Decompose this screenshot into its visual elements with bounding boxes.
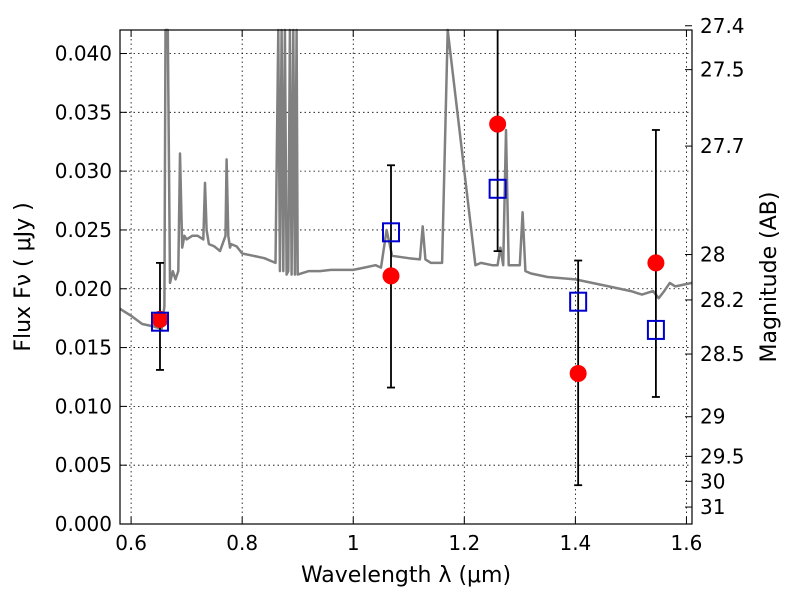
x-tick-label: 1 xyxy=(347,531,360,555)
y-tick-label: 0.020 xyxy=(55,277,112,301)
grid-lines xyxy=(120,30,692,525)
right-tick-label: 28.5 xyxy=(700,342,745,366)
y-tick-label: 0.040 xyxy=(55,42,112,66)
y-tick-label: 0.025 xyxy=(55,218,112,242)
x-tick-label: 0.6 xyxy=(115,531,147,555)
y-tick-label: 0.030 xyxy=(55,159,112,183)
x-tick-label: 1.4 xyxy=(559,531,591,555)
right-tick-label: 29.5 xyxy=(700,444,745,468)
right-tick-label: 31 xyxy=(700,495,725,519)
model-band-flux-square xyxy=(569,291,588,312)
x-tick-label: 1.6 xyxy=(671,531,703,555)
right-tick-label: 27.4 xyxy=(700,14,745,38)
right-tick-label: 27.7 xyxy=(700,134,745,158)
y-tick-label: 0.010 xyxy=(55,394,112,418)
model-band-flux-square xyxy=(150,311,169,332)
right-axis-label: Magnitude (AB) xyxy=(757,192,782,363)
right-tick-label: 30 xyxy=(700,469,725,493)
observed-flux-point xyxy=(569,364,587,382)
model-band-flux-square xyxy=(382,222,401,243)
plot-series xyxy=(119,28,693,487)
model-spectrum-line xyxy=(119,28,693,331)
plot-frame xyxy=(119,29,693,525)
x-tick-label: 0.8 xyxy=(226,531,258,555)
x-axis-label: Wavelength λ (μm) xyxy=(301,563,511,588)
observed-flux-point xyxy=(489,115,507,133)
right-tick-label: 29 xyxy=(700,405,725,429)
observed-flux-point xyxy=(151,310,169,328)
y-axis-label: Flux Fν ( μJy ) xyxy=(11,202,36,351)
right-tick-label: 28 xyxy=(700,243,725,267)
y-tick-label: 0.015 xyxy=(55,336,112,360)
y-tick-label: 0.035 xyxy=(55,100,112,124)
observed-flux-point xyxy=(382,267,400,285)
y-tick-label: 0.005 xyxy=(55,453,112,477)
model-band-flux-square xyxy=(488,178,507,199)
axis-ticks: 0.6 0.8 1 1.2 1.4 1.6 0.000 0.005 0.010 0.015 0.02… xyxy=(55,14,745,555)
right-tick-label: 27.5 xyxy=(700,58,745,82)
right-tick-label: 28.2 xyxy=(700,288,745,312)
y-tick-label: 0.000 xyxy=(55,512,112,536)
x-tick-label: 1.2 xyxy=(448,531,480,555)
observed-flux-point xyxy=(647,254,665,272)
model-band-flux-square xyxy=(646,319,665,340)
